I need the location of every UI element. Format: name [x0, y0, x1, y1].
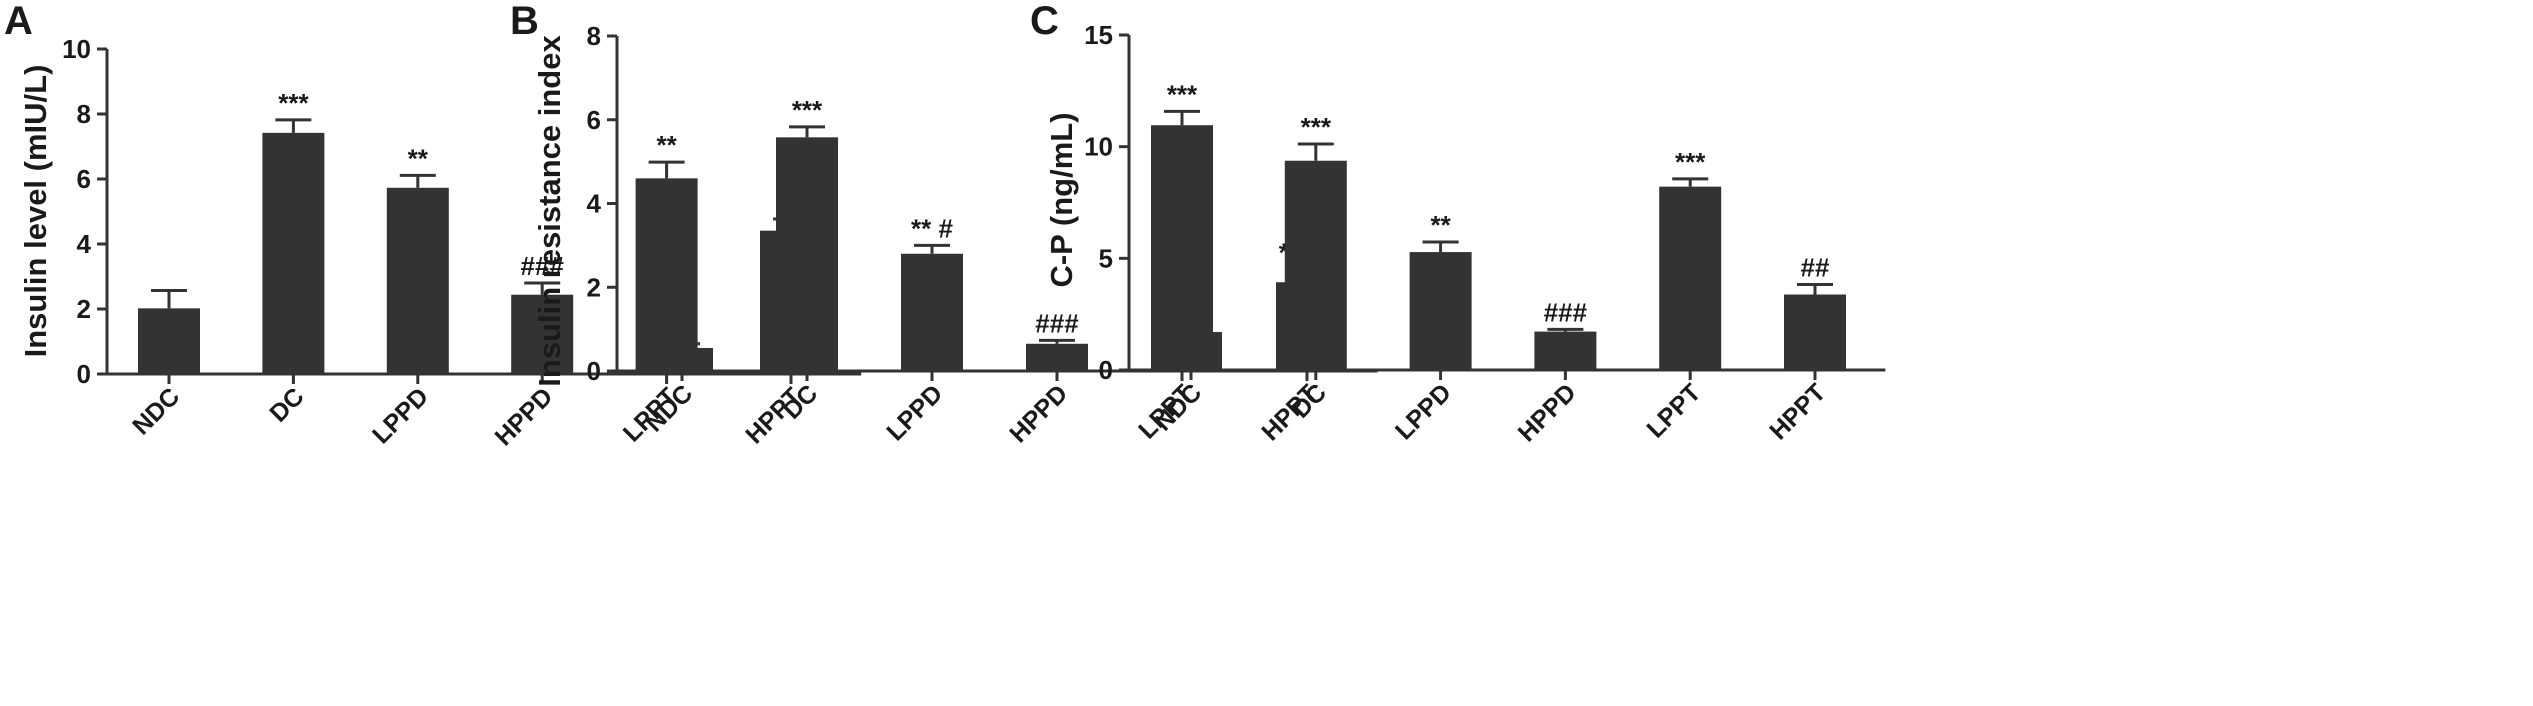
significance-label: *** [792, 95, 823, 125]
y-tick-label: 4 [587, 189, 602, 219]
bar-hppd [1026, 343, 1088, 371]
x-tick-label: LPPT [1641, 378, 1706, 443]
x-tick-label: LPPD [881, 379, 948, 446]
bar-hppd [1534, 331, 1597, 370]
y-tick-label: 8 [587, 21, 601, 51]
bar-ndc [1160, 332, 1222, 370]
y-tick-label: 8 [77, 99, 91, 129]
bar-dc [776, 137, 838, 371]
panel-letter: B [510, 0, 539, 43]
bar-lppt [1659, 186, 1722, 370]
bar-dc [1284, 160, 1347, 370]
bar-ndc [651, 347, 713, 371]
x-tick-label: HPPD [490, 382, 559, 451]
x-tick-label: HPPT [1764, 378, 1831, 445]
significance-label: ** [1430, 210, 1451, 240]
x-tick-label: HPPD [1004, 379, 1073, 448]
y-axis-label: Insulin level (mIU/L) [18, 65, 53, 358]
x-tick-label: LPPD [1390, 378, 1457, 445]
bar-lppd [1409, 252, 1472, 370]
x-tick-label: NDC [127, 382, 185, 440]
y-tick-label: 0 [1099, 355, 1113, 385]
bar-lppt [635, 178, 698, 374]
y-tick-label: 4 [77, 229, 92, 259]
significance-label: ### [521, 251, 565, 281]
y-axis-label: Insulin resistance index [532, 35, 567, 387]
panel-letter: A [4, 0, 33, 43]
significance-label: ## [1801, 252, 1830, 282]
significance-label: *** [1301, 112, 1332, 142]
y-tick-label: 10 [62, 34, 91, 64]
significance-label: *** [278, 88, 309, 118]
bar-dc [262, 132, 325, 374]
x-tick-label: DC [264, 382, 309, 427]
panel-a: A Insulin level (mIU/L) 0 2 4 6 8 10 NDC *** DC ** L… [4, 0, 862, 451]
significance-label: ### [1035, 308, 1079, 338]
y-tick-label: 0 [77, 359, 91, 389]
y-tick-label: 15 [1084, 20, 1113, 50]
panel-letter: C [1030, 0, 1059, 43]
y-tick-label: 2 [77, 294, 91, 324]
significance-label: ### [1544, 297, 1588, 327]
y-tick-label: 6 [77, 164, 91, 194]
significance-label: ** # [911, 213, 953, 243]
bar-lppd [901, 253, 963, 371]
bar-lppd [386, 187, 449, 374]
y-tick-label: 6 [587, 105, 601, 135]
significance-label: ** [408, 143, 429, 173]
x-tick-label: HPPD [1513, 378, 1582, 447]
y-tick-label: 10 [1084, 132, 1113, 162]
y-axis-label: C-P (ng/mL) [1044, 112, 1079, 287]
significance-label: *** [1167, 79, 1198, 109]
x-tick-label: LPPD [367, 382, 434, 449]
y-tick-label: 5 [1099, 243, 1113, 273]
bar-hppd [511, 294, 574, 374]
bar-ndc [138, 308, 200, 374]
y-tick-label: 0 [587, 356, 601, 386]
y-tick-label: 2 [587, 272, 601, 302]
significance-label: *** [1675, 147, 1706, 177]
significance-label: ** [656, 130, 677, 160]
bar-hppt [1784, 294, 1846, 370]
